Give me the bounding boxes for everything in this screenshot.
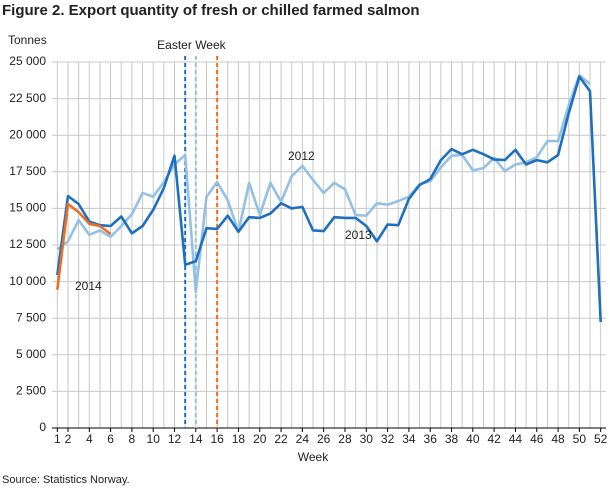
- series-line: [56, 73, 591, 294]
- series-line: [56, 202, 112, 290]
- series-label: 2012: [288, 149, 315, 163]
- series-label: 2014: [75, 279, 102, 293]
- x-tick-label: 40: [466, 432, 480, 446]
- x-tick-label: 10: [147, 432, 161, 446]
- x-tick-label: 20: [253, 432, 267, 446]
- chart-title: Figure 2. Export quantity of fresh or ch…: [2, 2, 420, 19]
- x-tick-label: 50: [573, 432, 587, 446]
- series-label: 2013: [345, 228, 372, 242]
- x-tick-label: 32: [381, 432, 395, 446]
- x-tick-label: 8: [129, 432, 136, 446]
- y-tick-label: 22 500: [9, 91, 46, 105]
- x-tick-label: 2: [65, 432, 72, 446]
- x-tick-label: 34: [402, 432, 416, 446]
- x-tick-label: 4: [86, 432, 93, 446]
- x-tick-label: 12: [168, 432, 182, 446]
- x-tick-label: 24: [296, 432, 310, 446]
- y-tick-label: 0: [39, 420, 46, 434]
- series-line: [56, 75, 602, 322]
- x-tick-label: 6: [107, 432, 114, 446]
- x-tick-label: 1: [54, 432, 61, 446]
- x-tick-label: 28: [338, 432, 352, 446]
- x-tick-label: 36: [424, 432, 438, 446]
- y-tick-label: 12 500: [9, 237, 46, 251]
- y-tick-label: 7 500: [16, 310, 46, 324]
- y-tick-label: 17 500: [9, 164, 46, 178]
- y-tick-label: 15 000: [9, 201, 46, 215]
- x-tick-label: 16: [210, 432, 224, 446]
- marker-label: Easter Week: [157, 38, 226, 52]
- x-tick-label: 22: [274, 432, 288, 446]
- y-tick-label: 10 000: [9, 274, 46, 288]
- x-tick-label: 42: [487, 432, 501, 446]
- source: Source: Statistics Norway.: [2, 474, 130, 486]
- x-tick-label: 18: [232, 432, 246, 446]
- y-tick-label: 2 500: [16, 384, 46, 398]
- x-tick-label: 38: [445, 432, 459, 446]
- x-tick-label: 44: [509, 432, 523, 446]
- y-tick-label: 20 000: [9, 127, 46, 141]
- x-tick-label: 52: [594, 432, 608, 446]
- x-tick-label: 48: [551, 432, 565, 446]
- x-axis-label: Week: [298, 450, 329, 464]
- y-tick-label: 25 000: [9, 54, 46, 68]
- x-tick-label: 30: [360, 432, 374, 446]
- x-tick-label: 46: [530, 432, 544, 446]
- y-tick-label: 5 000: [16, 347, 46, 361]
- x-tick-label: 14: [189, 432, 203, 446]
- y-axis-label: Tonnes: [8, 33, 47, 47]
- x-tick-label: 26: [317, 432, 331, 446]
